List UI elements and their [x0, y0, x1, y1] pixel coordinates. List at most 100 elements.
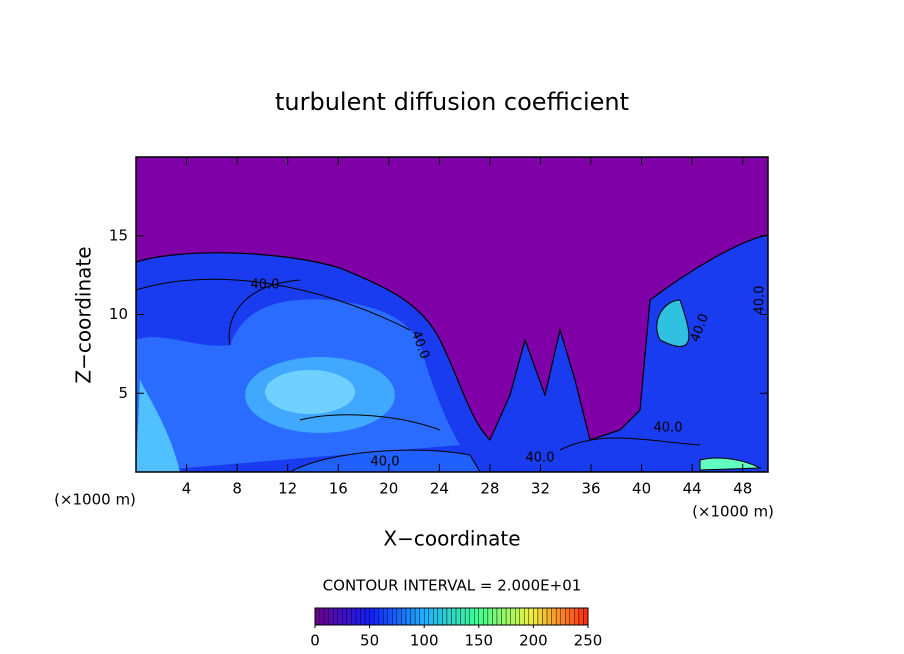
- colorbar-cell: [474, 607, 480, 626]
- x-tick-label: 40: [632, 480, 651, 498]
- contour-label: 40.0: [251, 278, 280, 293]
- contour-interval: CONTOUR INTERVAL = 2.000E+01: [323, 577, 582, 595]
- colorbar-tick-label: 200: [519, 632, 548, 650]
- colorbar-tick-label: 50: [360, 632, 379, 650]
- colorbar-cell: [314, 607, 320, 626]
- x-tick-label: 36: [581, 480, 600, 498]
- colorbar-cell: [501, 607, 507, 626]
- colorbar-cell: [319, 607, 325, 626]
- colorbar-tick-label: 100: [410, 632, 439, 650]
- colorbar-cell: [414, 607, 420, 626]
- colorbar-cell: [551, 607, 557, 626]
- colorbar-cell: [346, 607, 352, 626]
- colorbar-cell: [519, 607, 525, 626]
- y-tick-label: 5: [118, 384, 128, 402]
- contour-label: 40.0: [371, 455, 400, 470]
- colorbar-cell: [355, 607, 361, 626]
- field-region: [265, 370, 355, 414]
- x-unit-label: (×1000 m): [54, 491, 136, 509]
- colorbar-cell: [401, 607, 407, 626]
- chart-title: turbulent diffusion coefficient: [275, 88, 629, 116]
- contour-label: 40.0: [526, 451, 555, 466]
- colorbar-cell: [428, 607, 434, 626]
- colorbar-cell: [583, 607, 589, 626]
- colorbar-cell: [528, 607, 534, 626]
- colorbar-cell: [464, 607, 470, 626]
- colorbar-cell: [337, 607, 343, 626]
- colorbar-cell: [433, 607, 439, 626]
- field-region: [289, 449, 481, 472]
- x-tick-label: 4: [182, 480, 192, 498]
- colorbar-cell: [451, 607, 457, 626]
- colorbar-cell: [419, 607, 425, 626]
- colorbar-tick-label: 150: [464, 632, 493, 650]
- colorbar-cell: [369, 607, 375, 626]
- colorbar-cell: [542, 607, 548, 626]
- colorbar-cell: [546, 607, 552, 626]
- field-region: [136, 380, 180, 472]
- colorbar-cell: [578, 607, 584, 626]
- colorbar-cell: [392, 607, 398, 626]
- colorbar-cell: [469, 607, 475, 626]
- colorbar-cell: [560, 607, 566, 626]
- contour-label: 40.0: [654, 421, 683, 436]
- colorbar-cell: [333, 607, 338, 626]
- colorbar-cell: [487, 607, 493, 626]
- colorbar-cell: [510, 607, 516, 626]
- colorbar-cell: [505, 607, 511, 626]
- colorbar-cell: [405, 607, 411, 626]
- y-tick-label: 15: [109, 226, 128, 244]
- colorbar-cell: [446, 607, 452, 626]
- colorbar-cell: [323, 607, 329, 626]
- colorbar-cell: [424, 607, 429, 626]
- colorbar-cell: [437, 607, 443, 626]
- y-tick-label: 10: [109, 305, 128, 323]
- colorbar-cell: [565, 607, 571, 626]
- colorbar-cell: [378, 607, 384, 626]
- y-axis-label: Z−coordinate: [72, 246, 96, 383]
- x-tick-label: 28: [480, 480, 499, 498]
- x-axis-label: X−coordinate: [383, 527, 520, 551]
- colorbar-cell: [569, 607, 575, 626]
- colorbar-cell: [328, 607, 334, 626]
- colorbar-frame: [314, 607, 589, 626]
- colorbar-cell: [460, 607, 466, 626]
- contour-line: [136, 278, 701, 451]
- x-tick-label: 32: [531, 480, 550, 498]
- colorbar-cell: [383, 607, 389, 626]
- colorbar-cell: [492, 607, 498, 626]
- field-region: [656, 299, 690, 347]
- colorbar-cell: [396, 607, 402, 626]
- colorbar-cell: [360, 607, 366, 626]
- x-tick-label: 20: [379, 480, 398, 498]
- x-tick-label: 48: [733, 480, 752, 498]
- x-unit-label: (×1000 m): [692, 503, 774, 521]
- colorbar-cell: [364, 607, 370, 626]
- colorbar-cell: [351, 607, 357, 626]
- colorbar-cell: [478, 607, 484, 626]
- contour-label: 40.0: [753, 286, 768, 315]
- colorbar-cell: [342, 607, 348, 626]
- colorbar-cell: [373, 607, 379, 626]
- x-tick-label: 16: [329, 480, 348, 498]
- x-tick-label: 44: [683, 480, 702, 498]
- field: [136, 157, 768, 472]
- colorbar-cell: [387, 607, 393, 626]
- x-tick-label: 8: [232, 480, 242, 498]
- colorbar-cell: [524, 607, 530, 626]
- colorbar-tick-label: 250: [574, 632, 603, 650]
- colorbar-cell: [574, 607, 580, 626]
- colorbar-cell: [537, 607, 543, 626]
- colorbar-cell: [442, 607, 448, 626]
- colorbar-cell: [533, 607, 539, 626]
- field-region: [699, 457, 762, 471]
- colorbar-tick-label: 0: [310, 632, 320, 650]
- colorbar-cell: [555, 607, 561, 626]
- x-tick-label: 24: [430, 480, 449, 498]
- colorbar-cell: [410, 607, 416, 626]
- colorbar-cell: [515, 607, 520, 626]
- colorbar-cell: [483, 607, 489, 626]
- colorbar-cell: [455, 607, 461, 626]
- x-tick-label: 12: [278, 480, 297, 498]
